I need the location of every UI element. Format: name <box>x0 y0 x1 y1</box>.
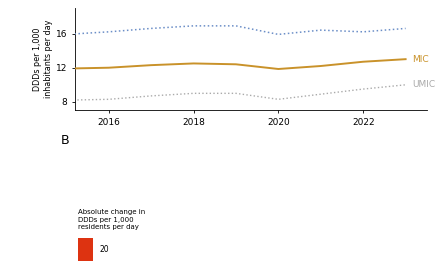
Text: UMIC: UMIC <box>412 80 435 89</box>
FancyBboxPatch shape <box>78 238 93 261</box>
Text: 20: 20 <box>99 245 109 254</box>
Text: MIC: MIC <box>412 55 429 64</box>
Y-axis label: DDDs per 1,000
inhabitants per day: DDDs per 1,000 inhabitants per day <box>33 20 53 98</box>
Text: Absolute change in
DDDs per 1,000
residents per day: Absolute change in DDDs per 1,000 reside… <box>78 210 146 230</box>
Text: B: B <box>61 134 70 147</box>
